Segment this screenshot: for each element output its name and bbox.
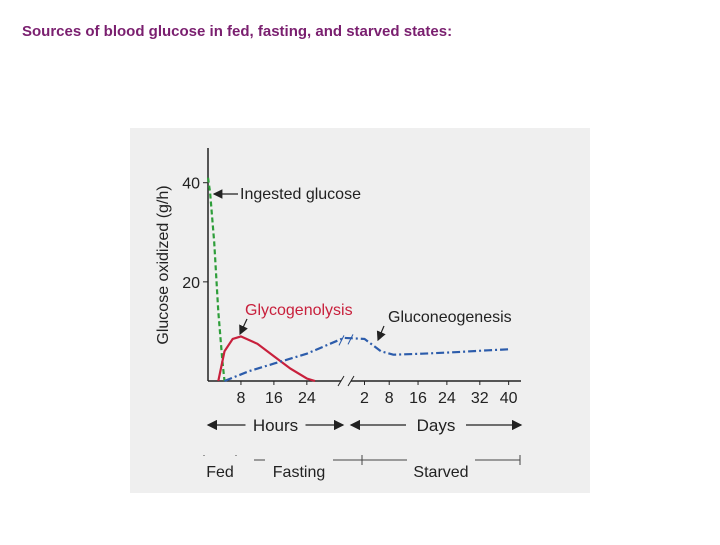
phase-label-bg bbox=[265, 456, 333, 478]
series-label: Gluconeogenesis bbox=[388, 309, 512, 326]
x-tick-label: 16 bbox=[409, 390, 427, 407]
series-label: Glycogenolysis bbox=[245, 302, 353, 319]
x-tick-label: 32 bbox=[471, 390, 489, 407]
y-tick-label: 20 bbox=[182, 275, 200, 292]
line-break bbox=[338, 334, 354, 346]
series-line bbox=[224, 336, 509, 383]
axis-break bbox=[337, 375, 355, 387]
series-line bbox=[217, 335, 316, 383]
range-label: Days bbox=[417, 416, 456, 435]
x-tick-label: 24 bbox=[438, 390, 456, 407]
range-label: Hours bbox=[253, 416, 298, 435]
x-tick-label: 8 bbox=[236, 390, 245, 407]
phase-label-bg bbox=[407, 456, 475, 478]
label-arrow bbox=[376, 325, 386, 342]
phase-label: Starved bbox=[413, 464, 468, 481]
x-tick-label: 8 bbox=[385, 390, 394, 407]
y-tick-label: 40 bbox=[182, 176, 200, 193]
series-label: Ingested glucose bbox=[240, 186, 361, 203]
x-tick-label: 40 bbox=[500, 390, 518, 407]
label-arrow bbox=[239, 318, 248, 336]
phase-label-bg bbox=[186, 456, 254, 478]
y-axis-label: Glucose oxidized (g/h) bbox=[155, 185, 172, 344]
x-tick-label: 16 bbox=[265, 390, 283, 407]
x-tick-label: 24 bbox=[298, 390, 316, 407]
phase-label: Fasting bbox=[273, 464, 325, 481]
figure-background bbox=[130, 128, 590, 493]
x-tick-label: 2 bbox=[360, 390, 369, 407]
slide-title: Sources of blood glucose in fed, fasting… bbox=[22, 23, 452, 40]
phase-label: Fed bbox=[206, 464, 234, 481]
